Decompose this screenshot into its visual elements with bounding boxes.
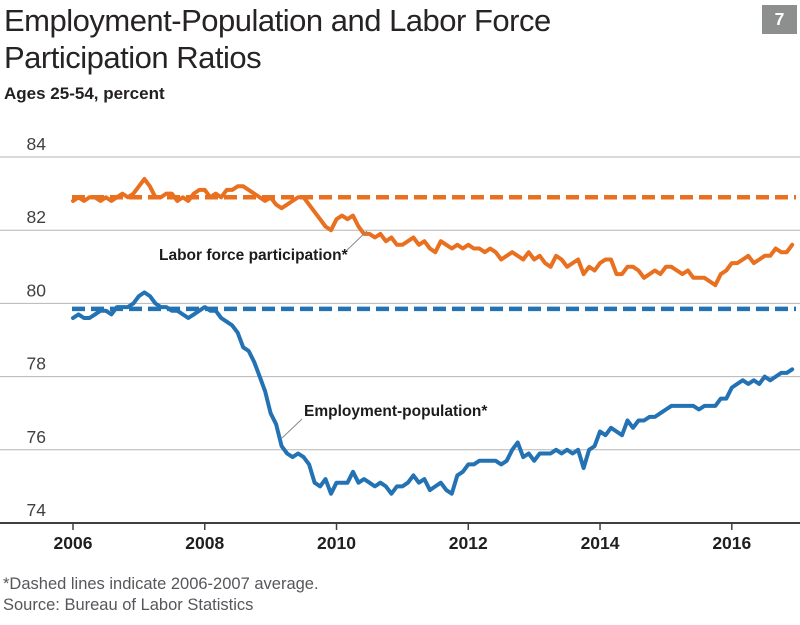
x-tick-label: 2016 — [712, 533, 751, 553]
footnote-dashed-lines: *Dashed lines indicate 2006-2007 average… — [3, 575, 319, 593]
footnotes: *Dashed lines indicate 2006-2007 average… — [3, 574, 319, 616]
source-note: Source: Bureau of Labor Statistics — [3, 596, 254, 614]
y-axis-labels: 84 82 80 78 76 74 — [27, 134, 47, 520]
y-tick-label: 84 — [27, 134, 47, 154]
epop-leader-line — [281, 418, 303, 439]
figure-number-badge: 7 — [762, 5, 797, 34]
x-tick-label: 2012 — [449, 533, 488, 553]
x-tick-label: 2014 — [581, 533, 620, 553]
lfp-series-label: Labor force participation* — [159, 247, 348, 264]
x-tick-label: 2010 — [317, 533, 356, 553]
lfp-leader-line — [345, 230, 368, 252]
y-tick-label: 78 — [27, 354, 46, 374]
gridlines — [0, 156, 800, 524]
x-tick-label: 2008 — [185, 533, 224, 553]
chart-subtitle: Ages 25-54, percent — [4, 84, 165, 103]
y-tick-label: 80 — [27, 280, 47, 300]
y-tick-label: 82 — [27, 207, 46, 227]
x-tick-label: 2006 — [54, 533, 93, 553]
y-tick-label: 76 — [27, 427, 46, 447]
page-title: Employment-Population and Labor Force Pa… — [4, 3, 551, 75]
y-tick-label: 74 — [27, 500, 47, 520]
epop-series-label: Employment-population* — [304, 403, 488, 420]
employment-population-line — [71, 290, 795, 496]
x-axis-labels: 2006 2008 2010 2012 2014 2016 — [54, 523, 752, 553]
labor-force-participation-line — [71, 177, 795, 288]
data-series — [71, 177, 796, 496]
